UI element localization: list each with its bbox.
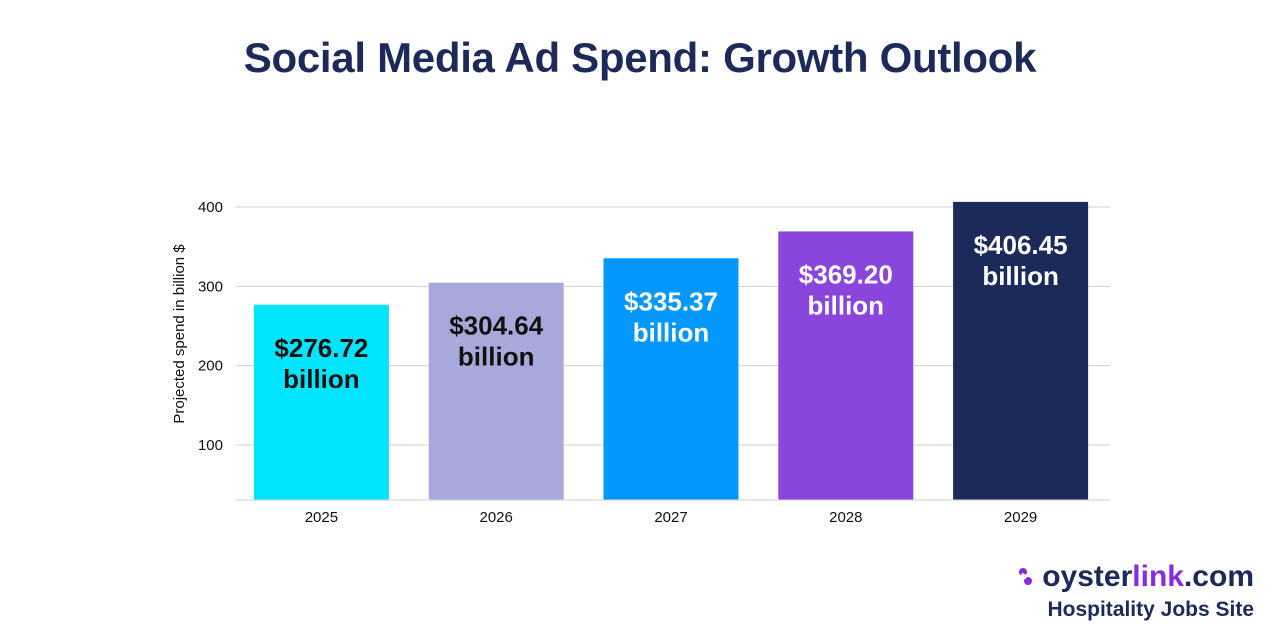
data-label-2027-unit: billion — [633, 317, 710, 347]
brand-wordmark: oyster link .com — [1016, 560, 1254, 594]
x-tick-label-2027: 2027 — [654, 509, 687, 526]
data-label-2028-value: $369.20 — [799, 259, 893, 289]
data-label-2029-value: $406.45 — [974, 230, 1068, 260]
x-tick-label-2026: 2026 — [480, 509, 513, 526]
data-label-2028-unit: billion — [808, 290, 885, 320]
data-label-2029-unit: billion — [982, 261, 1059, 291]
y-tick-label-300: 300 — [198, 278, 223, 295]
bars: $276.72billion$304.64billion$335.37billi… — [253, 201, 1089, 500]
y-axis-label: Projected spend in billion $ — [171, 244, 188, 424]
brand-name-tld: .com — [1183, 560, 1254, 593]
bar-2027 — [603, 258, 739, 500]
y-tick-label-100: 100 — [198, 437, 223, 454]
y-tick-label-200: 200 — [198, 358, 223, 375]
bar-2026 — [428, 282, 564, 500]
oyster-link-icon — [1019, 568, 1033, 585]
data-label-2027-value: $335.37 — [624, 286, 718, 316]
x-tick-label-2028: 2028 — [829, 509, 862, 526]
brand-name-main: oyster — [1042, 560, 1133, 593]
data-label-2026-unit: billion — [458, 342, 535, 372]
data-label-2025-unit: billion — [283, 364, 360, 394]
brand-logo: oyster link .com Hospitality Jobs Site — [1016, 560, 1254, 622]
bar-2025 — [253, 304, 389, 500]
data-label-2025-value: $276.72 — [274, 333, 368, 363]
brand-name-accent: link — [1132, 560, 1184, 593]
x-tick-label-2025: 2025 — [305, 509, 338, 526]
axes: 100 200 300 400 2025 2026 2027 2028 2029 — [198, 199, 1110, 526]
bar-2028 — [778, 231, 914, 500]
x-tick-label-2029: 2029 — [1004, 509, 1037, 526]
bar-2029 — [953, 201, 1089, 500]
y-tick-label-400: 400 — [198, 199, 223, 216]
chart-title: Social Media Ad Spend: Growth Outlook — [243, 34, 1037, 81]
brand-tagline: Hospitality Jobs Site — [1047, 598, 1254, 621]
data-label-2026-value: $304.64 — [449, 311, 544, 341]
